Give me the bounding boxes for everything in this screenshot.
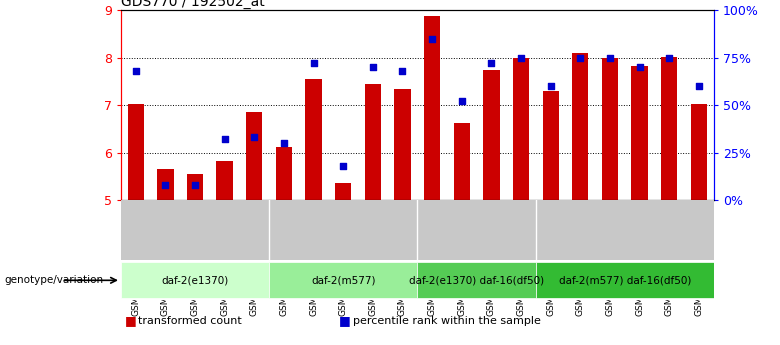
Point — [278, 140, 290, 146]
Bar — [632, 66, 647, 200]
Text: GDS770 / 192502_at: GDS770 / 192502_at — [121, 0, 264, 9]
Bar — [536, 263, 714, 298]
Bar — [573, 53, 588, 200]
Bar — [121, 263, 269, 298]
Bar — [276, 147, 292, 200]
Bar — [417, 263, 536, 298]
Text: ■: ■ — [339, 314, 351, 327]
Point — [544, 83, 557, 89]
Bar — [661, 57, 677, 200]
Text: transformed count: transformed count — [138, 316, 242, 326]
Text: daf-2(m577) daf-16(df50): daf-2(m577) daf-16(df50) — [558, 275, 691, 285]
Point — [633, 65, 646, 70]
Bar — [306, 79, 321, 200]
Text: genotype/variation: genotype/variation — [4, 275, 103, 285]
Text: percentile rank within the sample: percentile rank within the sample — [353, 316, 541, 326]
Text: daf-2(m577): daf-2(m577) — [311, 275, 375, 285]
Text: daf-2(e1370) daf-16(df50): daf-2(e1370) daf-16(df50) — [409, 275, 544, 285]
Point — [515, 55, 527, 61]
Point — [426, 36, 438, 42]
Point — [307, 61, 320, 66]
Bar — [395, 89, 410, 200]
Bar — [365, 84, 381, 200]
Bar — [158, 169, 173, 200]
Point — [189, 182, 201, 188]
Text: daf-2(e1370): daf-2(e1370) — [161, 275, 229, 285]
Point — [485, 61, 498, 66]
Point — [574, 55, 587, 61]
Point — [129, 68, 142, 74]
Point — [337, 163, 349, 169]
Point — [693, 83, 705, 89]
Bar — [691, 104, 707, 200]
Point — [396, 68, 409, 74]
Point — [663, 55, 675, 61]
Bar — [424, 16, 440, 200]
Bar — [269, 263, 417, 298]
Bar — [246, 112, 262, 200]
Point — [604, 55, 616, 61]
Point — [159, 182, 172, 188]
Bar — [454, 123, 470, 200]
Text: ■: ■ — [125, 314, 136, 327]
Bar — [602, 58, 618, 200]
Bar — [128, 104, 144, 200]
Bar — [543, 91, 558, 200]
Bar — [484, 70, 499, 200]
Point — [248, 135, 261, 140]
Point — [218, 137, 231, 142]
Point — [367, 65, 379, 70]
Point — [456, 99, 468, 104]
Bar — [513, 58, 529, 200]
Bar — [217, 161, 232, 200]
Bar — [335, 184, 351, 200]
Bar — [187, 174, 203, 200]
